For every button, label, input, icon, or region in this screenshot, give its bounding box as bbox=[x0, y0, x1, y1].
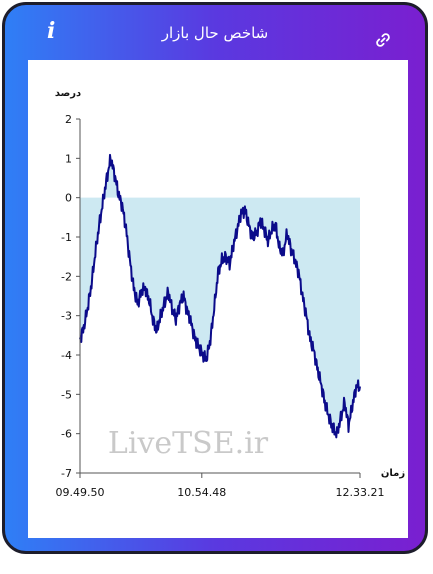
y-tick-label: -5 bbox=[61, 388, 72, 401]
y-tick-label: -6 bbox=[61, 428, 72, 441]
y-tick-label: -1 bbox=[61, 231, 72, 244]
y-tick-label: -2 bbox=[61, 270, 72, 283]
card-title: شاخص حال بازار bbox=[161, 24, 269, 42]
card-header: i شاخص حال بازار bbox=[5, 5, 425, 60]
market-index-card: i شاخص حال بازار 2 1 0 -1 -2 -3 -4 -5 -6 -7 09.49.… bbox=[2, 2, 428, 554]
y-tick-label: -4 bbox=[61, 349, 72, 362]
y-tick-label: 2 bbox=[65, 113, 72, 126]
series-area bbox=[80, 158, 360, 434]
x-tick-label: 10.54.48 bbox=[177, 486, 226, 499]
info-icon[interactable]: i bbox=[47, 18, 56, 44]
y-tick-label: 1 bbox=[65, 152, 72, 165]
chart-panel: 2 1 0 -1 -2 -3 -4 -5 -6 -7 09.49.50 10.54.48 12.33.2… bbox=[28, 60, 408, 538]
y-tick-label: -7 bbox=[61, 467, 72, 480]
watermark: LiveTSE.ir bbox=[108, 426, 269, 461]
series-line bbox=[79, 153, 361, 439]
market-index-chart: 2 1 0 -1 -2 -3 -4 -5 -6 -7 09.49.50 10.54.48 12.33.2… bbox=[55, 88, 406, 499]
x-tick-label: 09.49.50 bbox=[56, 486, 105, 499]
y-tick-label: 0 bbox=[65, 192, 72, 205]
y-axis-label: درصد bbox=[55, 88, 81, 99]
link-icon[interactable] bbox=[374, 31, 392, 49]
x-tick-label: 12.33.21 bbox=[336, 486, 385, 499]
y-tick-label: -3 bbox=[61, 310, 72, 323]
x-axis-label: زمان bbox=[381, 468, 405, 479]
